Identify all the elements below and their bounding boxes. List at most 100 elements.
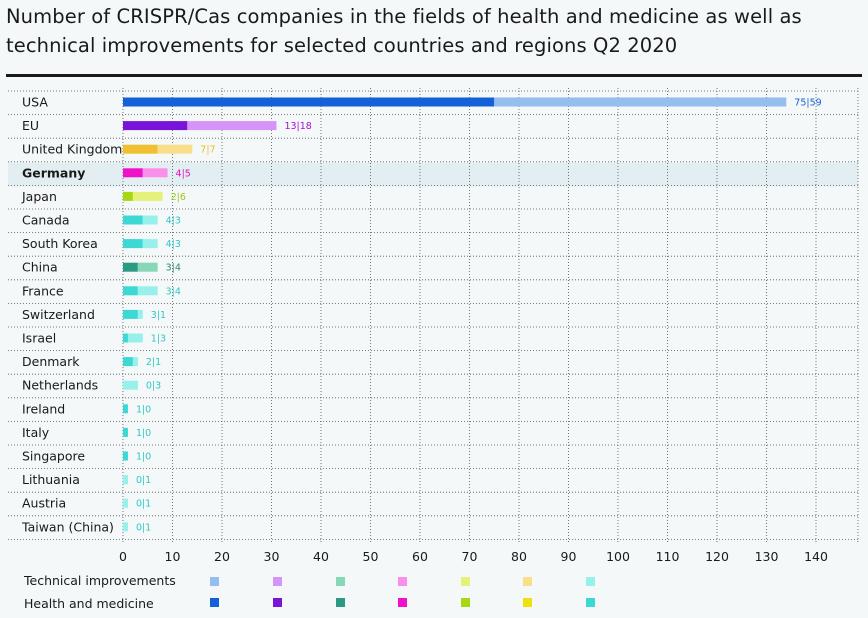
bar-technical-eu bbox=[187, 121, 277, 131]
category-label: EU bbox=[22, 118, 39, 133]
category-label: Canada bbox=[22, 213, 70, 228]
bar-technical-china bbox=[137, 262, 158, 272]
x-tick-label: 10 bbox=[165, 549, 181, 564]
legend-health-swatch bbox=[461, 598, 470, 607]
bar-layer bbox=[123, 97, 787, 532]
bar-health-germany bbox=[123, 168, 143, 178]
bar-technical-united-kingdom bbox=[157, 144, 193, 154]
legend-health-swatch bbox=[273, 598, 282, 607]
x-tick-label: 90 bbox=[561, 549, 577, 564]
legend-technical-label: Technical improvements bbox=[23, 573, 176, 588]
category-label: Lithuania bbox=[22, 472, 80, 487]
value-label: 1|0 bbox=[136, 404, 151, 415]
value-label: 4|3 bbox=[166, 239, 181, 250]
bar-health-ireland bbox=[123, 404, 128, 414]
title-rule bbox=[6, 74, 862, 77]
bar-technical-france bbox=[137, 286, 158, 296]
legend-health-label: Health and medicine bbox=[24, 596, 154, 611]
x-tick-label: 130 bbox=[755, 549, 779, 564]
value-label: 3|1 bbox=[151, 310, 166, 321]
category-label: Israel bbox=[22, 331, 56, 346]
grid-layer bbox=[8, 88, 859, 543]
category-label: Taiwan (China) bbox=[21, 519, 114, 534]
value-label: 1|0 bbox=[136, 452, 151, 463]
value-label: 75|59 bbox=[794, 98, 821, 109]
chart-title: Number of CRISPR/Cas companies in the fi… bbox=[6, 5, 802, 57]
value-label: 0|1 bbox=[136, 475, 151, 486]
category-label: Austria bbox=[22, 496, 66, 511]
x-tick-label: 110 bbox=[656, 549, 680, 564]
legend-health-swatch bbox=[398, 598, 407, 607]
category-label: South Korea bbox=[22, 236, 98, 251]
category-label: USA bbox=[22, 95, 48, 110]
label-layer: USA 75|59 EU 13|18 United Kingdom 7|7 Germany 4… bbox=[21, 95, 822, 535]
bar-technical-lithuania bbox=[123, 475, 128, 485]
bar-health-israel bbox=[123, 333, 128, 343]
bar-technical-germany bbox=[142, 168, 168, 178]
bar-technical-canada bbox=[142, 215, 158, 225]
bar-technical-austria bbox=[123, 498, 128, 508]
legend-technical-swatch bbox=[586, 577, 595, 586]
value-label: 13|18 bbox=[284, 121, 311, 132]
bar-technical-south-korea bbox=[142, 239, 158, 249]
bar-health-south-korea bbox=[123, 239, 143, 249]
legend-health-swatch bbox=[523, 598, 532, 607]
bar-health-eu bbox=[123, 121, 188, 131]
bar-technical-usa bbox=[494, 97, 787, 107]
legend-health-swatch bbox=[210, 598, 219, 607]
category-label: United Kingdom bbox=[22, 142, 122, 157]
tick-layer: 0 10 20 30 40 50 60 70 80 90 100 110 120 130 140 bbox=[119, 549, 828, 564]
legend-health-swatch bbox=[336, 598, 345, 607]
highlight-layer bbox=[8, 162, 858, 187]
bar-health-france bbox=[123, 286, 138, 296]
bar-health-japan bbox=[123, 191, 133, 201]
x-tick-label: 0 bbox=[119, 549, 127, 564]
category-label: Singapore bbox=[22, 449, 85, 464]
category-label: Denmark bbox=[22, 354, 80, 369]
bar-technical-israel bbox=[127, 333, 143, 343]
row-highlight bbox=[8, 162, 858, 187]
x-tick-label: 80 bbox=[511, 549, 527, 564]
bar-health-italy bbox=[123, 427, 128, 437]
value-label: 2|6 bbox=[171, 192, 186, 203]
legend-layer: Technical improvements Health and medicin… bbox=[23, 573, 595, 611]
value-label: 7|7 bbox=[200, 145, 215, 156]
x-tick-label: 30 bbox=[264, 549, 280, 564]
bar-health-switzerland bbox=[123, 309, 138, 319]
x-tick-label: 60 bbox=[412, 549, 428, 564]
bar-technical-switzerland bbox=[137, 309, 143, 319]
category-label: France bbox=[22, 283, 64, 298]
value-label: 0|1 bbox=[136, 522, 151, 533]
x-tick-label: 40 bbox=[313, 549, 329, 564]
x-tick-label: 100 bbox=[606, 549, 630, 564]
value-label: 3|4 bbox=[166, 286, 181, 297]
legend-health-swatch bbox=[586, 598, 595, 607]
category-label: Ireland bbox=[22, 401, 65, 416]
bar-technical-netherlands bbox=[123, 380, 138, 390]
category-label: China bbox=[22, 260, 58, 275]
bar-health-canada bbox=[123, 215, 143, 225]
value-label: 0|1 bbox=[136, 499, 151, 510]
value-label: 0|3 bbox=[146, 381, 161, 392]
legend-technical-swatch bbox=[461, 577, 470, 586]
bar-health-usa bbox=[123, 97, 495, 107]
legend-technical-swatch bbox=[210, 577, 219, 586]
legend-technical-swatch bbox=[398, 577, 407, 586]
bar-health-denmark bbox=[123, 357, 133, 367]
value-label: 4|3 bbox=[166, 216, 181, 227]
x-tick-label: 120 bbox=[705, 549, 729, 564]
bar-technical-taiwan-china- bbox=[123, 522, 128, 532]
category-label: Italy bbox=[22, 425, 50, 440]
category-label: Germany bbox=[22, 165, 85, 180]
bar-technical-japan bbox=[132, 191, 163, 201]
bar-health-singapore bbox=[123, 451, 128, 461]
x-tick-label: 50 bbox=[363, 549, 379, 564]
x-tick-label: 140 bbox=[804, 549, 828, 564]
bar-technical-denmark bbox=[132, 357, 138, 367]
legend-technical-swatch bbox=[336, 577, 345, 586]
x-tick-label: 70 bbox=[462, 549, 478, 564]
value-label: 2|1 bbox=[146, 357, 161, 368]
legend-technical-swatch bbox=[523, 577, 532, 586]
x-tick-label: 20 bbox=[214, 549, 230, 564]
